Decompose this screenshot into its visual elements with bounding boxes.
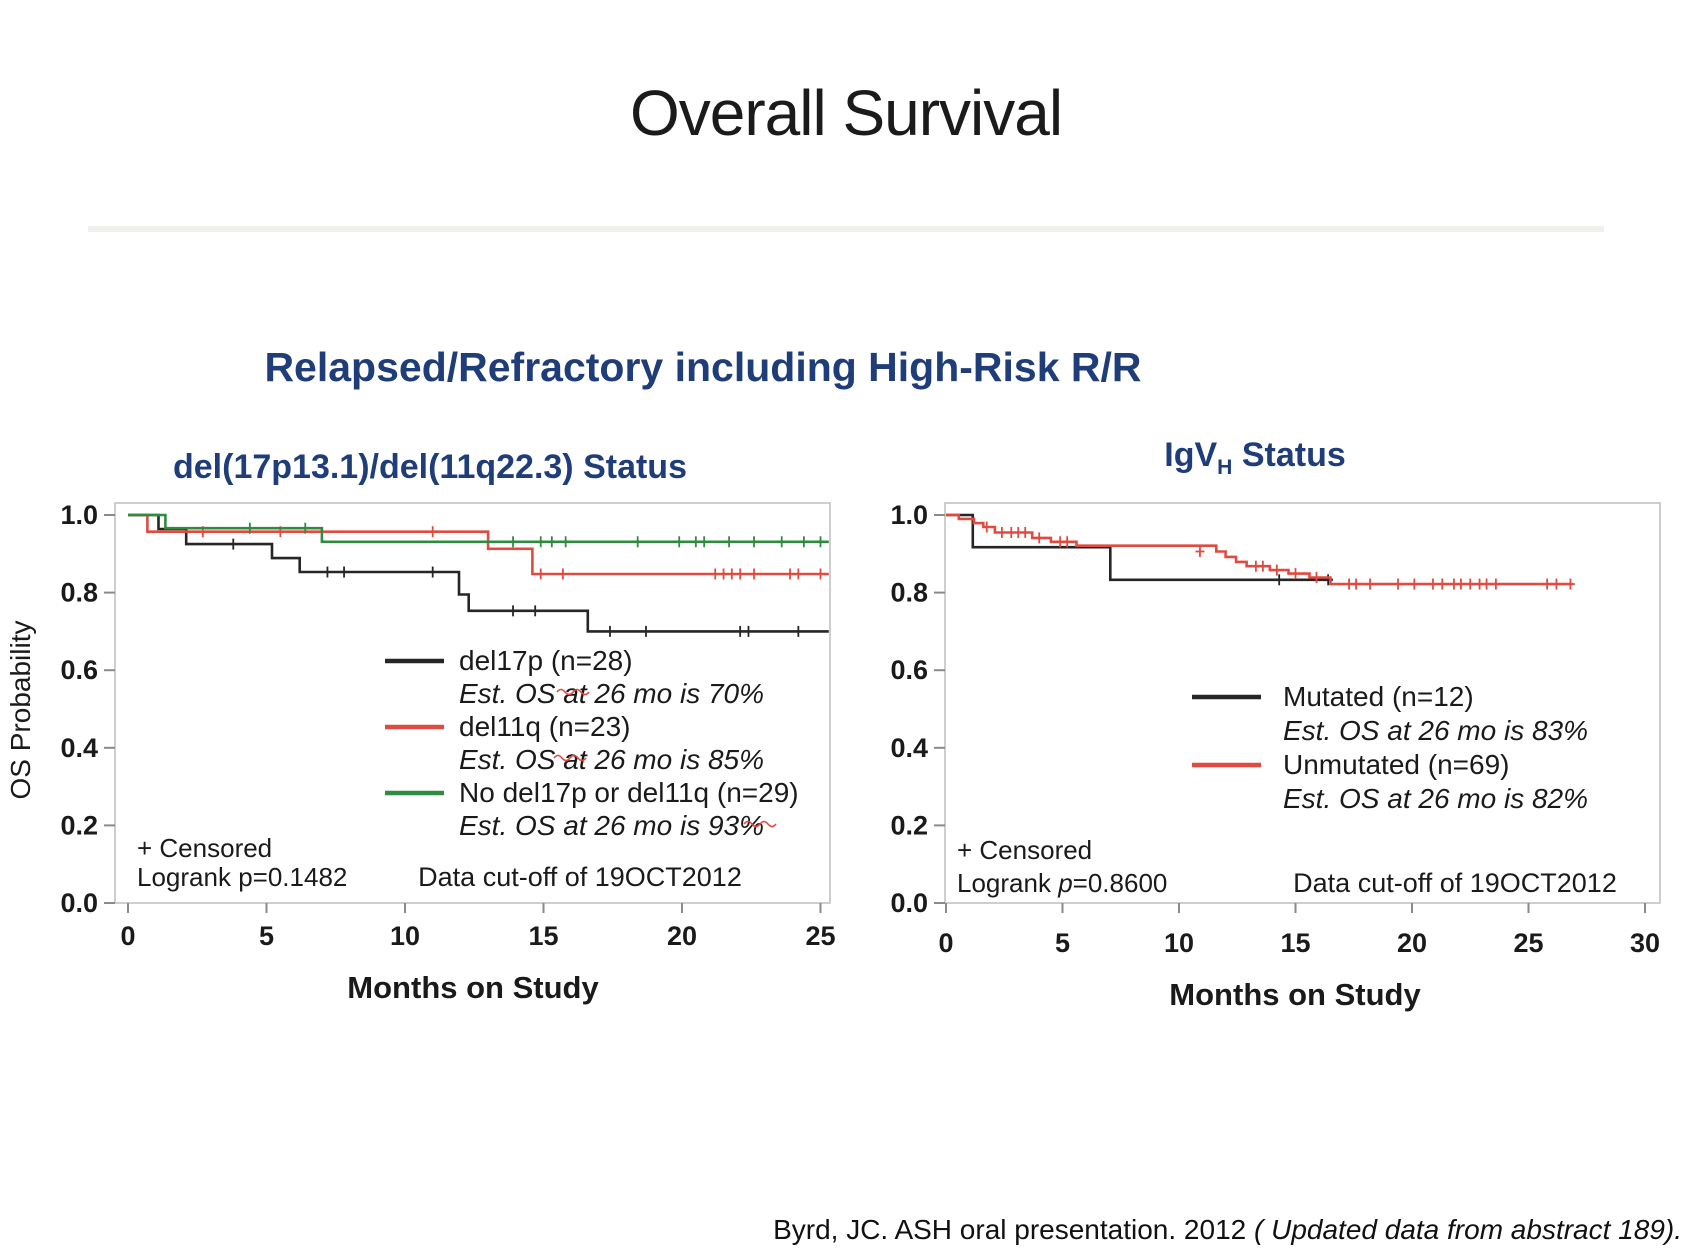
y-tick-label: 0.8 — [60, 578, 98, 608]
spellcheck-squiggle — [743, 820, 777, 828]
citation-text: Byrd, JC. ASH oral presentation. 2012 — [773, 1214, 1254, 1245]
x-axis-title: Months on Study — [347, 970, 599, 1005]
km-curve-1 — [946, 513, 1573, 586]
legend-est-label-1: Est. OS at 26 mo is 85% — [459, 744, 764, 775]
legend-est-label-0: Est. OS at 26 mo is 83% — [1283, 715, 1588, 746]
x-tick-label: 5 — [259, 921, 274, 951]
citation: Byrd, JC. ASH oral presentation. 2012 ( … — [582, 1214, 1682, 1246]
x-tick-label: 25 — [805, 921, 835, 951]
legend-label-1: del11q (n=23) — [459, 711, 631, 742]
left-chart-title-text: del(17p13.1)/del(11q22.3) Status — [173, 448, 687, 486]
censored-note: + Censored — [137, 833, 272, 863]
censored-note: + Censored — [957, 835, 1092, 865]
plot-frame — [114, 502, 831, 904]
km-chart-del17p-del11q: 1.0 0.8 0.6 0.4 0.2 0.0 0 5 10 15 20 25 Months on St… — [5, 500, 836, 1005]
x-axis-title: Months on Study — [1169, 977, 1421, 1012]
x-tick-label: 25 — [1513, 928, 1543, 958]
x-tick-label: 15 — [528, 921, 558, 951]
legend-label-0: del17p (n=28) — [459, 645, 633, 676]
data-cutoff-note: Data cut-off of 19OCT2012 — [1293, 868, 1617, 898]
x-tick-label: 0 — [120, 921, 135, 951]
y-axis-title: OS Probability — [5, 621, 36, 800]
data-cutoff-note: Data cut-off of 19OCT2012 — [418, 862, 742, 892]
plot-frame — [944, 502, 1661, 904]
right-chart-title: IgVH Status — [945, 436, 1565, 480]
legend-label-2: No del17p or del11q (n=29) — [459, 777, 799, 808]
logrank-note: Logrank p=0.1482 — [137, 862, 347, 892]
spellcheck-squiggle — [553, 754, 587, 762]
legend-est-label-0: Est. OS at 26 mo is 70% — [459, 678, 764, 709]
x-tick-label: 0 — [938, 928, 953, 958]
citation-italic-text: ( Updated data from abstract 189). — [1254, 1214, 1682, 1245]
x-tick-label: 30 — [1630, 928, 1660, 958]
legend-label-1: Unmutated (n=69) — [1283, 749, 1509, 780]
y-tick-label: 0.0 — [890, 888, 928, 918]
y-tick-label: 0.4 — [890, 733, 928, 763]
y-tick-label: 0.6 — [890, 655, 928, 685]
right-chart-title-text: IgV — [1164, 436, 1218, 474]
left-chart-title: del(17p13.1)/del(11q22.3) Status — [80, 448, 780, 492]
x-tick-label: 5 — [1055, 928, 1070, 958]
y-tick-label: 1.0 — [60, 500, 98, 530]
x-tick-label: 10 — [390, 921, 420, 951]
y-tick-label: 0.8 — [890, 578, 928, 608]
x-tick-label: 20 — [1397, 928, 1427, 958]
km-curve-0 — [946, 513, 1333, 582]
legend-est-label-1: Est. OS at 26 mo is 82% — [1283, 783, 1588, 814]
x-tick-label: 15 — [1280, 928, 1310, 958]
x-tick-label: 10 — [1164, 928, 1194, 958]
spellcheck-squiggle — [556, 688, 590, 696]
y-tick-label: 0.2 — [890, 810, 928, 840]
y-tick-label: 0.2 — [60, 810, 98, 840]
slide-title: Overall Survival — [629, 77, 1063, 149]
y-tick-label: 0.4 — [60, 733, 98, 763]
legend-label-0: Mutated (n=12) — [1283, 681, 1474, 712]
section-header: Relapsed/Refractory including High-Risk … — [264, 344, 1142, 390]
y-tick-label: 0.0 — [60, 888, 98, 918]
km-curve-1 — [128, 513, 829, 576]
x-tick-label: 20 — [667, 921, 697, 951]
km-curve-2 — [128, 513, 829, 544]
logrank-note: Logrank p=0.8600 — [957, 868, 1167, 898]
legend-est-label-2: Est. OS at 26 mo is 93% — [459, 810, 764, 841]
right-chart-title-post: Status — [1232, 436, 1346, 474]
km-chart-igvh: 1.0 0.8 0.6 0.4 0.2 0.0 0 5 10 15 20 25 30 Months on … — [890, 500, 1661, 1012]
y-tick-label: 1.0 — [890, 500, 928, 530]
title-divider — [88, 226, 1604, 232]
y-tick-label: 0.6 — [60, 655, 98, 685]
right-chart-title-sub: H — [1217, 455, 1233, 479]
